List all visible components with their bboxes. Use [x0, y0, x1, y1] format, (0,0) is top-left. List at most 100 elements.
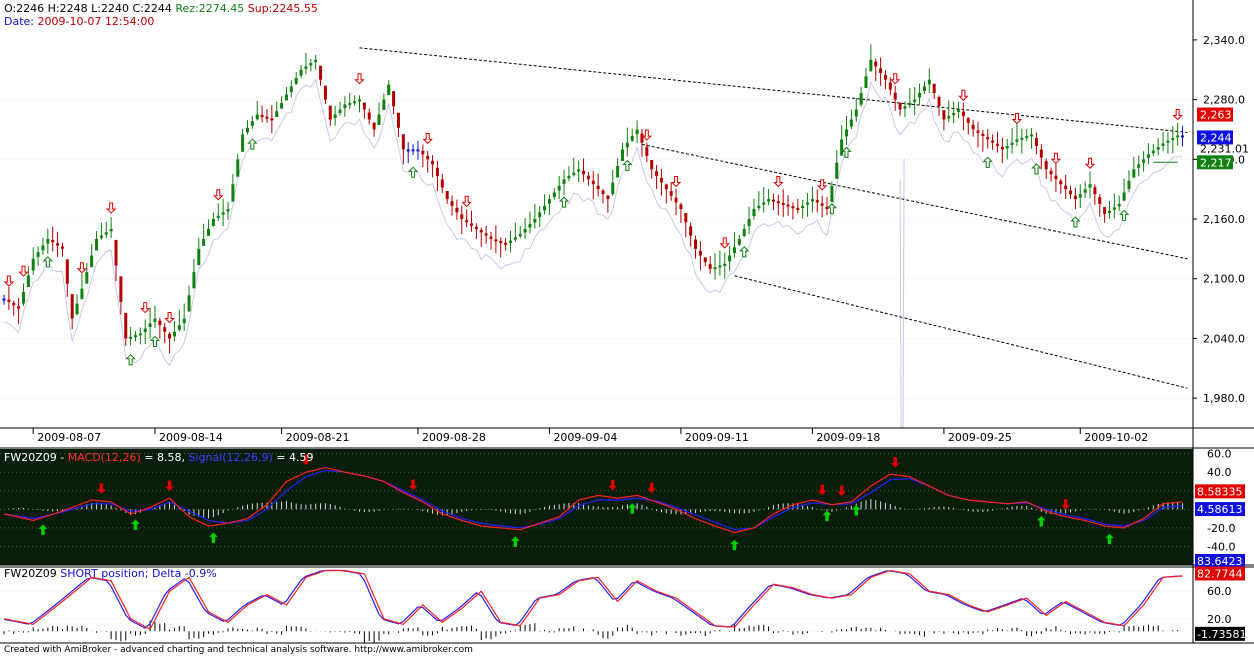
buy-signal-arrow [841, 146, 852, 158]
price-bar-body [1064, 185, 1068, 190]
price-bar-body [392, 91, 396, 107]
sell-signal-arrow [354, 73, 365, 85]
buy-signal-arrow [1031, 163, 1042, 175]
price-bar-body [382, 99, 386, 111]
buy-signal-arrow [622, 159, 633, 172]
date-value: 2009-10-07 12:54:00 [37, 15, 155, 28]
price-bar-body [192, 272, 196, 289]
price-bar-body [767, 199, 771, 202]
price-bar-body [879, 68, 883, 74]
macd-sell-arrow [164, 480, 175, 492]
date-label: Date: [4, 15, 34, 28]
macd-buy-arrow [208, 532, 219, 544]
price-bar-body [284, 94, 288, 101]
price-bar-body [129, 336, 133, 339]
price-bar-body [60, 246, 64, 249]
price-bar-body [620, 149, 624, 161]
price-bar-body [90, 255, 94, 268]
macd-buy-arrow [130, 519, 141, 531]
price-y-tick-label: 2,100.0 [1203, 273, 1245, 286]
price-bar-body [918, 92, 922, 98]
price-bar-body [299, 69, 303, 76]
x-axis-tick-label: 2009-10-02 [1084, 431, 1148, 444]
price-bar-body [275, 111, 279, 118]
price-bar-body [1103, 207, 1107, 215]
osc-last-value-label: -1.73581 [1197, 628, 1246, 641]
price-pane[interactable] [0, 0, 1193, 429]
macd-pane[interactable] [0, 449, 1193, 565]
x-axis-tick-label: 2009-08-14 [159, 431, 223, 444]
price-bar-body [942, 110, 946, 120]
price-bar-body [1044, 161, 1048, 170]
osc-header-part: SHORT position; Delta -0.9% [60, 567, 217, 580]
price-bar-body [426, 155, 430, 160]
macd-header-part: Signal(12,26,9) [188, 451, 273, 464]
price-bar-body [236, 159, 240, 177]
price-bar-body [197, 248, 201, 266]
macd-line [3, 466, 1183, 534]
price-bar-body [922, 86, 926, 91]
macd-last-value-label: 4.58613 [1197, 503, 1243, 516]
price-bar-body [640, 133, 644, 143]
macd-buy-arrow [510, 536, 520, 547]
price-bar-body [1088, 184, 1092, 188]
macd-sell-arrow [647, 482, 657, 494]
price-bar-body [1069, 190, 1073, 195]
price-bar-body [133, 335, 137, 338]
price-bar-body [786, 204, 790, 207]
price-bar-body [776, 201, 780, 204]
price-bar-body [806, 202, 810, 205]
price-bar-body [874, 61, 878, 67]
macd-buy-arrow [1104, 533, 1115, 545]
price-bar-body [372, 122, 376, 130]
price-bar-body [606, 195, 610, 200]
macd-background [0, 449, 1193, 565]
price-bar-body [202, 238, 206, 246]
sell-signal-arrow [641, 129, 653, 141]
price-bar-body [1142, 159, 1146, 163]
price-bar-body [265, 116, 269, 119]
price-bar-body [41, 245, 45, 251]
price-bar-body [1137, 164, 1141, 168]
price-y-tick-label: 1,980.0 [1203, 392, 1245, 405]
price-bar-body [659, 177, 663, 183]
price-bar-body [406, 149, 410, 152]
price-bar-body [280, 102, 284, 109]
price-bar-body [124, 312, 128, 339]
buy-signal-arrow [739, 246, 750, 258]
price-bar-body [362, 102, 366, 110]
price-bar-body [689, 226, 693, 236]
price-bar-body [80, 288, 84, 300]
osc-red-line [3, 569, 1183, 631]
price-bar-body [1117, 204, 1121, 207]
price-bar-body [849, 119, 853, 127]
price-bar-body [586, 175, 590, 180]
price-bar-body [971, 124, 975, 130]
price-bar-body [250, 121, 254, 126]
price-bar-body [17, 306, 21, 309]
price-bar-body [158, 320, 162, 326]
sup-value: 2245.55 [272, 2, 318, 15]
buy-signal-arrow [247, 138, 258, 150]
price-bar-body [854, 109, 858, 117]
price-bar-body [36, 252, 40, 257]
price-bar-body [143, 328, 147, 332]
price-bar-body [465, 220, 469, 223]
macd-buy-arrow [851, 505, 861, 516]
price-bar-body [864, 76, 868, 88]
x-axis-tick-label: 2009-08-28 [422, 431, 486, 444]
price-bar-body [869, 59, 873, 72]
price-bar-body [46, 238, 50, 244]
sell-signal-arrow [890, 73, 901, 85]
price-bar-body [1107, 210, 1111, 214]
buy-signal-arrow [125, 353, 136, 366]
price-bar-body [387, 84, 391, 96]
sell-signal-arrow [461, 195, 472, 208]
price-bar-body [56, 243, 60, 246]
price-bar-body [163, 327, 167, 332]
oscillator-pane[interactable] [0, 567, 1193, 643]
price-bar-body [1122, 192, 1126, 201]
sell-signal-arrow [76, 262, 88, 274]
price-bar-body [723, 263, 727, 266]
